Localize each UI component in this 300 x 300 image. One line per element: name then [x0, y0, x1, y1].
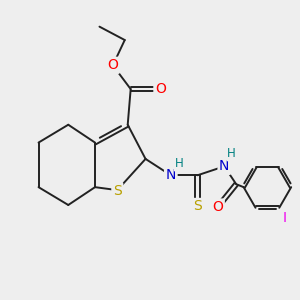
Text: H: H — [175, 158, 184, 170]
Text: O: O — [155, 82, 166, 96]
Text: O: O — [107, 58, 118, 72]
Text: N: N — [166, 168, 176, 182]
Text: I: I — [283, 211, 286, 225]
Text: N: N — [219, 159, 230, 173]
Text: H: H — [227, 147, 236, 161]
Text: O: O — [212, 200, 223, 214]
Text: S: S — [193, 200, 202, 214]
Text: S: S — [113, 184, 122, 198]
